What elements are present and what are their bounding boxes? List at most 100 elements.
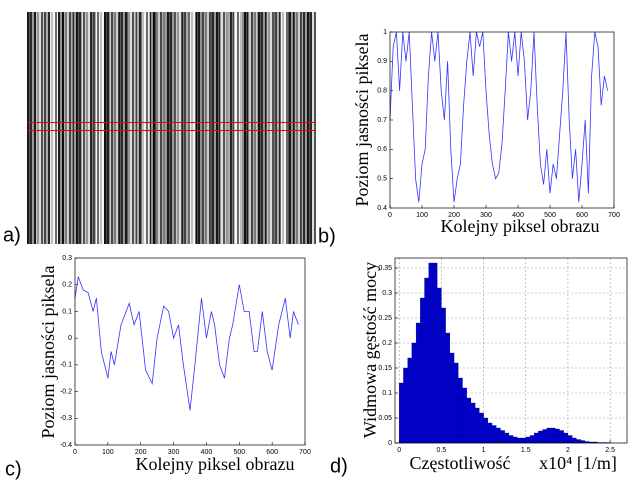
bar xyxy=(483,417,488,444)
y-tick-label: 0.15 xyxy=(378,365,392,372)
bar xyxy=(580,440,585,444)
bar xyxy=(437,287,442,444)
y-tick-label: 0.6 xyxy=(377,146,387,153)
y-tick-label: -0.4 xyxy=(60,442,72,449)
x-tick-label: 0 xyxy=(397,447,401,454)
panel-label: c) xyxy=(5,458,22,480)
bar xyxy=(496,427,501,444)
bar xyxy=(508,435,514,444)
y-tick-label: 0.5 xyxy=(377,176,387,183)
bar xyxy=(466,397,472,444)
bar xyxy=(415,322,421,444)
bar xyxy=(474,407,480,444)
y-tick-label: 0 xyxy=(388,440,392,447)
y-tick-label: 0.25 xyxy=(378,315,392,322)
bar xyxy=(449,352,455,444)
axes-box xyxy=(74,257,306,446)
bar xyxy=(576,439,581,444)
bar xyxy=(432,262,438,444)
x-tick-label: 0 xyxy=(388,212,392,219)
bar xyxy=(445,332,450,444)
axes-box xyxy=(389,31,615,209)
bar xyxy=(555,428,560,444)
y-tick-label: -0.2 xyxy=(60,388,72,395)
y-axis-label: Poziom jasności piksela xyxy=(38,266,58,439)
data-line xyxy=(389,31,608,203)
bar xyxy=(420,297,425,444)
bar xyxy=(407,357,413,444)
y-tick-label: -0.3 xyxy=(60,415,72,422)
bar xyxy=(572,437,577,444)
bar xyxy=(428,262,434,444)
x-tick-label: 600 xyxy=(266,449,278,456)
x-tick-label: 2.5 xyxy=(605,447,615,454)
bar xyxy=(550,427,556,444)
bar xyxy=(424,277,429,444)
x-tick-label: 700 xyxy=(299,449,311,456)
y-tick-label: 0.1 xyxy=(382,390,392,397)
y-axis-label: Poziom jasności piksela xyxy=(352,34,372,207)
bar xyxy=(487,422,493,444)
y-axis-label: Widmowa gęstość mocy xyxy=(360,262,380,438)
bar xyxy=(563,432,569,444)
row-marker xyxy=(27,130,316,131)
bar xyxy=(458,377,463,444)
x-tick-label: 500 xyxy=(233,449,245,456)
y-tick-label: 0 xyxy=(68,335,72,342)
x-tick-label: 2 xyxy=(566,447,570,454)
bar xyxy=(525,436,531,444)
bar xyxy=(504,432,510,444)
pixel-image xyxy=(27,12,316,244)
bar xyxy=(462,387,467,444)
y-tick-label: 0.1 xyxy=(62,308,72,315)
x-tick-label: 400 xyxy=(512,212,524,219)
bar xyxy=(479,412,484,444)
axes-box xyxy=(394,257,628,444)
x-axis-label: Kolejny piksel obrazu xyxy=(136,454,295,474)
x-tick-label: 300 xyxy=(168,449,180,456)
bar xyxy=(512,436,518,444)
panel-label: b) xyxy=(318,225,336,247)
x-axis-label: Kolejny piksel obrazu xyxy=(441,216,600,236)
x-tick-label: 1.5 xyxy=(521,447,531,454)
x-tick-label: 0 xyxy=(73,449,77,456)
bar xyxy=(500,430,505,444)
x-tick-label: 600 xyxy=(576,212,588,219)
bar xyxy=(546,427,552,444)
bar xyxy=(567,435,573,444)
x-tick-label: 200 xyxy=(448,212,460,219)
bar xyxy=(538,430,543,444)
bar xyxy=(453,362,459,444)
x-axis-unit: x10⁴ [1/m] xyxy=(539,453,617,473)
bar xyxy=(491,425,497,444)
x-tick-label: 0.5 xyxy=(437,447,447,454)
bar xyxy=(559,430,564,444)
bar xyxy=(441,307,446,444)
y-tick-label: 0.3 xyxy=(62,255,72,262)
y-tick-label: 0.3 xyxy=(382,290,392,297)
panel-label: d) xyxy=(330,455,348,477)
bar xyxy=(470,402,476,444)
y-tick-label: 0.7 xyxy=(377,117,387,124)
y-tick-label: 0.2 xyxy=(382,340,392,347)
bar xyxy=(521,437,526,444)
x-tick-label: 400 xyxy=(201,449,213,456)
y-tick-label: 0.35 xyxy=(378,265,392,272)
y-tick-label: 0.9 xyxy=(377,58,387,65)
row-marker xyxy=(27,122,316,123)
x-tick-label: 100 xyxy=(102,449,114,456)
x-tick-label: 500 xyxy=(544,212,556,219)
bar xyxy=(403,367,408,444)
bar xyxy=(542,429,548,444)
y-tick-label: 0.05 xyxy=(378,415,392,422)
bar xyxy=(399,382,404,444)
bar xyxy=(529,435,535,444)
panel-label: a) xyxy=(3,224,21,246)
x-tick-label: 1 xyxy=(482,447,486,454)
y-tick-label: 1 xyxy=(383,29,387,36)
y-tick-label: 0.2 xyxy=(62,282,72,289)
y-tick-label: 0.4 xyxy=(377,205,387,212)
x-tick-label: 300 xyxy=(480,212,492,219)
